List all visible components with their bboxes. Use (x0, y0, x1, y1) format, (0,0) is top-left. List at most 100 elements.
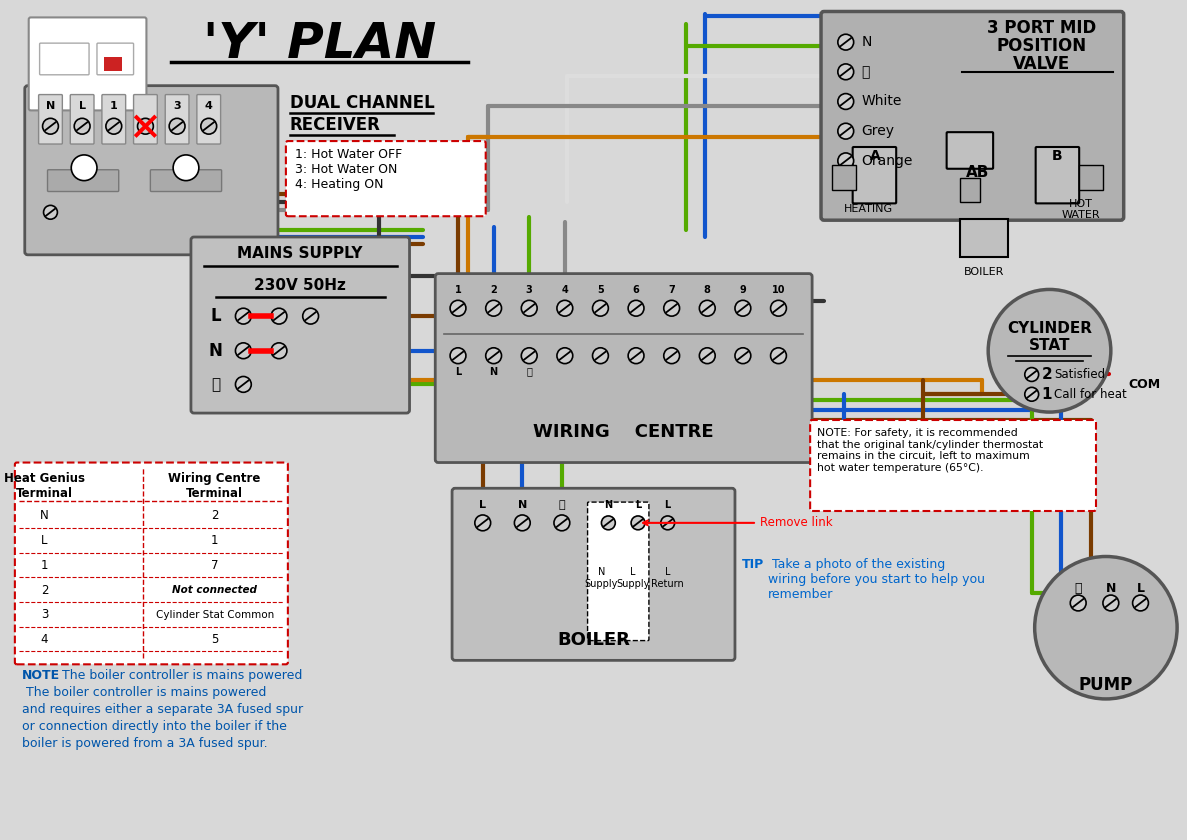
Text: 4: 4 (40, 633, 49, 646)
FancyBboxPatch shape (588, 502, 649, 641)
Text: 1: 1 (110, 102, 118, 112)
Text: 4: 4 (561, 286, 569, 296)
Circle shape (485, 301, 502, 316)
Text: B: B (1052, 149, 1062, 163)
Text: 3: 3 (173, 102, 180, 112)
Bar (960, 178, 980, 202)
Circle shape (735, 301, 751, 316)
Text: POSITION: POSITION (997, 37, 1086, 55)
Text: or connection directly into the boiler if the: or connection directly into the boiler i… (21, 720, 287, 732)
FancyBboxPatch shape (97, 43, 134, 75)
Circle shape (699, 348, 716, 364)
Text: 2: 2 (1042, 367, 1053, 382)
Text: 3: 3 (40, 608, 49, 622)
Bar (832, 165, 856, 190)
Text: 9: 9 (740, 286, 747, 296)
Circle shape (1132, 595, 1149, 611)
Circle shape (554, 515, 570, 531)
FancyBboxPatch shape (821, 12, 1124, 220)
Circle shape (838, 93, 853, 109)
Bar (1079, 165, 1103, 190)
FancyBboxPatch shape (151, 170, 222, 192)
Text: White: White (862, 94, 902, 108)
Circle shape (602, 516, 615, 530)
Text: Not connected: Not connected (172, 585, 258, 595)
Circle shape (521, 301, 538, 316)
Text: ⏚: ⏚ (559, 500, 565, 510)
FancyBboxPatch shape (1036, 147, 1079, 203)
Text: 2: 2 (40, 584, 49, 596)
Text: Heat Genius
Terminal: Heat Genius Terminal (4, 472, 85, 501)
Circle shape (838, 34, 853, 50)
Text: L
Supply: L Supply (616, 568, 649, 589)
Text: STAT: STAT (1029, 339, 1071, 354)
FancyBboxPatch shape (197, 95, 221, 144)
Circle shape (770, 348, 787, 364)
Circle shape (106, 118, 122, 134)
Circle shape (450, 348, 466, 364)
Text: L: L (635, 500, 641, 510)
Text: 8: 8 (704, 286, 711, 296)
Circle shape (235, 343, 252, 359)
Circle shape (770, 301, 787, 316)
Text: L: L (78, 102, 85, 112)
Circle shape (485, 348, 502, 364)
Text: and requires either a separate 3A fused spur: and requires either a separate 3A fused … (21, 703, 303, 716)
Text: ⏚: ⏚ (862, 65, 870, 79)
Text: 4: 4 (205, 102, 212, 112)
Circle shape (303, 308, 318, 324)
Circle shape (661, 516, 674, 530)
Text: HOT
WATER: HOT WATER (1062, 198, 1100, 220)
Text: N: N (604, 500, 612, 510)
FancyBboxPatch shape (28, 18, 146, 110)
Text: L: L (480, 500, 487, 510)
FancyBboxPatch shape (134, 95, 158, 144)
FancyBboxPatch shape (25, 86, 278, 255)
Text: 1: 1 (1042, 386, 1052, 402)
Circle shape (664, 348, 680, 364)
Circle shape (1035, 557, 1178, 699)
Text: WIRING    CENTRE: WIRING CENTRE (533, 423, 713, 441)
Circle shape (838, 64, 853, 80)
Text: N: N (518, 500, 527, 510)
Text: COM: COM (1129, 378, 1161, 391)
FancyBboxPatch shape (39, 95, 63, 144)
Text: 1: 1 (40, 559, 49, 572)
Text: L: L (665, 500, 671, 510)
Text: N: N (209, 342, 223, 360)
Text: A: A (870, 149, 881, 163)
Text: ⏚: ⏚ (211, 377, 221, 392)
Circle shape (557, 301, 573, 316)
Circle shape (557, 348, 573, 364)
Text: HEATING: HEATING (844, 204, 893, 214)
Circle shape (235, 376, 252, 392)
Circle shape (989, 290, 1111, 412)
Text: TIP: TIP (742, 559, 764, 571)
Circle shape (1024, 368, 1039, 381)
Text: NOTE: For safety, it is recommended
that the original tank/cylinder thermostat
r: NOTE: For safety, it is recommended that… (817, 428, 1043, 473)
Text: 6: 6 (633, 286, 640, 296)
Text: BOILER: BOILER (964, 266, 1004, 276)
Circle shape (271, 308, 287, 324)
Text: Orange: Orange (862, 154, 913, 168)
Text: ⏚: ⏚ (526, 366, 532, 376)
Bar (104, 57, 122, 71)
Text: boiler is powered from a 3A fused spur.: boiler is powered from a 3A fused spur. (21, 737, 267, 749)
Circle shape (514, 515, 531, 531)
Circle shape (699, 301, 716, 316)
Text: Cylinder Stat Common: Cylinder Stat Common (155, 610, 274, 620)
Text: N: N (489, 366, 497, 376)
Text: 2: 2 (211, 509, 218, 522)
Text: 5: 5 (597, 286, 604, 296)
FancyBboxPatch shape (852, 147, 896, 203)
FancyBboxPatch shape (165, 95, 189, 144)
Text: Call for heat: Call for heat (1054, 388, 1128, 401)
Circle shape (271, 343, 287, 359)
Text: L: L (1136, 581, 1144, 595)
Circle shape (1071, 595, 1086, 611)
Text: ⏚: ⏚ (1074, 581, 1081, 595)
Circle shape (838, 153, 853, 169)
Circle shape (631, 516, 645, 530)
Text: 10: 10 (772, 286, 786, 296)
Text: N: N (40, 509, 49, 522)
